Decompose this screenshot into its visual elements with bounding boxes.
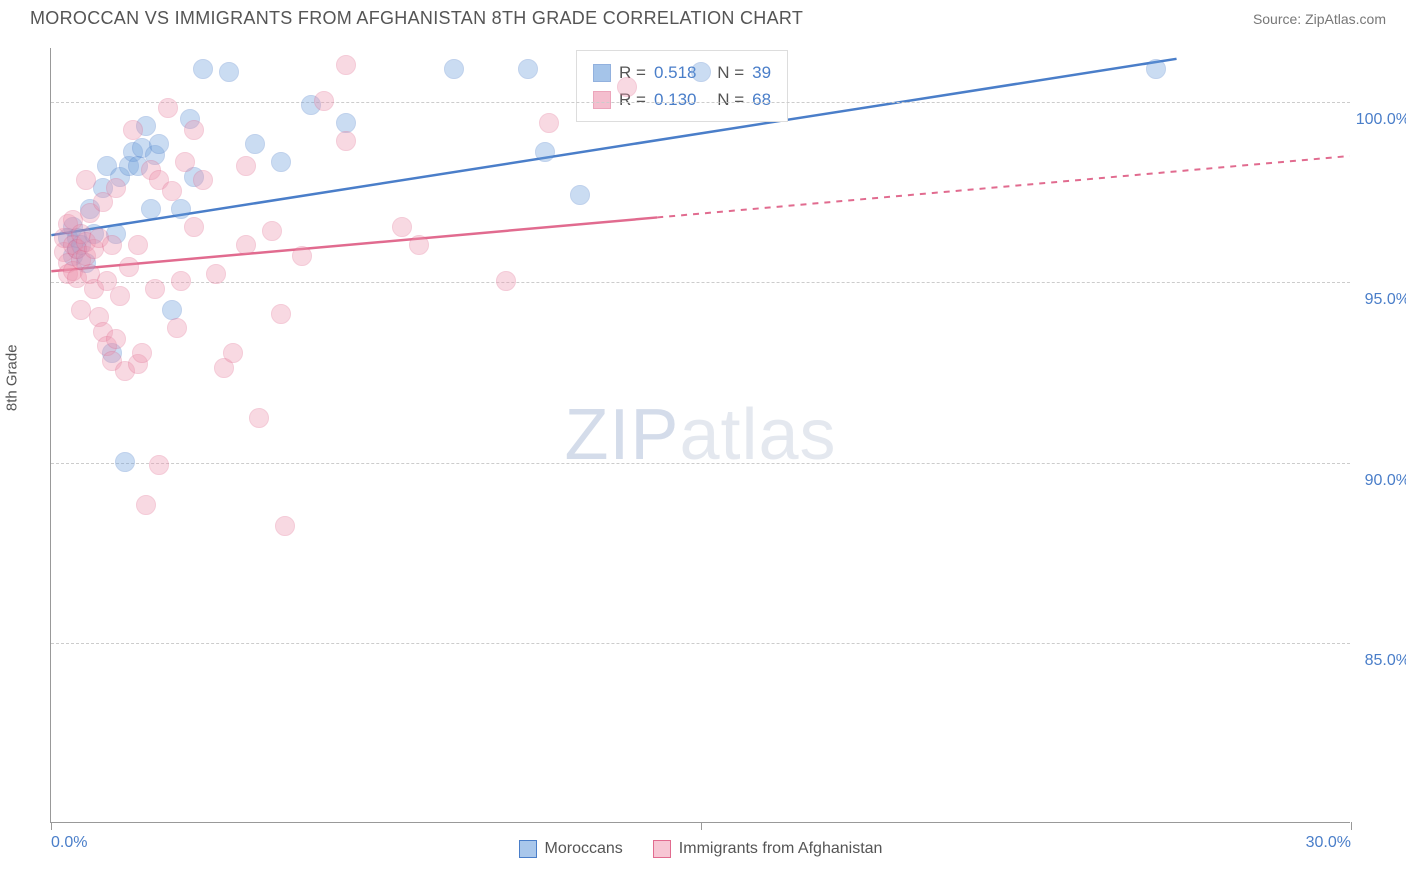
scatter-point: [175, 152, 195, 172]
scatter-point: [141, 199, 161, 219]
scatter-point: [271, 152, 291, 172]
scatter-point: [158, 98, 178, 118]
scatter-point: [184, 217, 204, 237]
gridline: [51, 463, 1350, 464]
gridline: [51, 643, 1350, 644]
gridline: [51, 282, 1350, 283]
scatter-point: [128, 235, 148, 255]
header: MOROCCAN VS IMMIGRANTS FROM AFGHANISTAN …: [0, 0, 1406, 37]
scatter-point: [136, 495, 156, 515]
watermark: ZIPatlas: [564, 394, 836, 476]
xtick-mark: [51, 822, 52, 830]
scatter-point: [314, 91, 334, 111]
scatter-point: [219, 62, 239, 82]
scatter-point: [236, 156, 256, 176]
scatter-point: [444, 59, 464, 79]
scatter-point: [132, 343, 152, 363]
scatter-point: [691, 62, 711, 82]
scatter-point: [119, 257, 139, 277]
scatter-point: [110, 286, 130, 306]
y-axis-label: 8th Grade: [4, 344, 21, 411]
scatter-point: [193, 170, 213, 190]
scatter-point: [162, 181, 182, 201]
scatter-point: [162, 300, 182, 320]
scatter-point: [1146, 59, 1166, 79]
ytick-label: 90.0%: [1365, 472, 1406, 490]
scatter-point: [336, 55, 356, 75]
scatter-point: [167, 318, 187, 338]
chart-container: 8th Grade ZIPatlas R = 0.518 N = 39 R = …: [50, 48, 1390, 823]
plot-area: ZIPatlas R = 0.518 N = 39 R = 0.130 N = …: [50, 48, 1350, 823]
ytick-label: 85.0%: [1365, 652, 1406, 670]
n-value-1: 68: [752, 86, 771, 113]
ytick-label: 100.0%: [1356, 111, 1406, 129]
gridline: [51, 102, 1350, 103]
scatter-point: [409, 235, 429, 255]
scatter-point: [518, 59, 538, 79]
scatter-point: [115, 452, 135, 472]
scatter-point: [535, 142, 555, 162]
bottom-legend-item-0: Moroccans: [519, 840, 623, 858]
scatter-point: [149, 455, 169, 475]
scatter-point: [271, 304, 291, 324]
scatter-point: [336, 131, 356, 151]
scatter-point: [106, 178, 126, 198]
scatter-point: [496, 271, 516, 291]
scatter-point: [149, 134, 169, 154]
scatter-point: [236, 235, 256, 255]
scatter-point: [206, 264, 226, 284]
xtick-label: 0.0%: [51, 834, 87, 852]
scatter-point: [184, 120, 204, 140]
scatter-point: [539, 113, 559, 133]
bottom-legend-label-1: Immigrants from Afghanistan: [679, 840, 883, 858]
xtick-mark: [1351, 822, 1352, 830]
n-label-0: N =: [717, 59, 744, 86]
xtick-mark: [701, 822, 702, 830]
scatter-point: [106, 329, 126, 349]
scatter-point: [171, 271, 191, 291]
scatter-point: [292, 246, 312, 266]
chart-title: MOROCCAN VS IMMIGRANTS FROM AFGHANISTAN …: [30, 8, 803, 29]
bottom-legend-swatch-0: [519, 840, 537, 858]
source-label: Source: ZipAtlas.com: [1253, 11, 1386, 27]
n-value-0: 39: [752, 59, 771, 86]
scatter-point: [262, 221, 282, 241]
legend-swatch-0: [593, 64, 611, 82]
bottom-legend-label-0: Moroccans: [545, 840, 623, 858]
scatter-point: [249, 408, 269, 428]
scatter-point: [617, 77, 637, 97]
bottom-legend: Moroccans Immigrants from Afghanistan: [51, 840, 1350, 858]
bottom-legend-swatch-1: [653, 840, 671, 858]
scatter-point: [102, 235, 122, 255]
scatter-point: [275, 516, 295, 536]
ytick-label: 95.0%: [1365, 291, 1406, 309]
n-label-1: N =: [717, 86, 744, 113]
scatter-point: [123, 120, 143, 140]
r-value-1: 0.130: [654, 86, 697, 113]
scatter-point: [193, 59, 213, 79]
legend-swatch-1: [593, 91, 611, 109]
bottom-legend-item-1: Immigrants from Afghanistan: [653, 840, 883, 858]
scatter-point: [245, 134, 265, 154]
scatter-point: [392, 217, 412, 237]
scatter-point: [223, 343, 243, 363]
scatter-point: [570, 185, 590, 205]
scatter-point: [76, 170, 96, 190]
scatter-point: [336, 113, 356, 133]
legend-stats: R = 0.518 N = 39 R = 0.130 N = 68: [576, 50, 788, 122]
scatter-point: [171, 199, 191, 219]
scatter-point: [145, 279, 165, 299]
xtick-label: 30.0%: [1306, 834, 1351, 852]
